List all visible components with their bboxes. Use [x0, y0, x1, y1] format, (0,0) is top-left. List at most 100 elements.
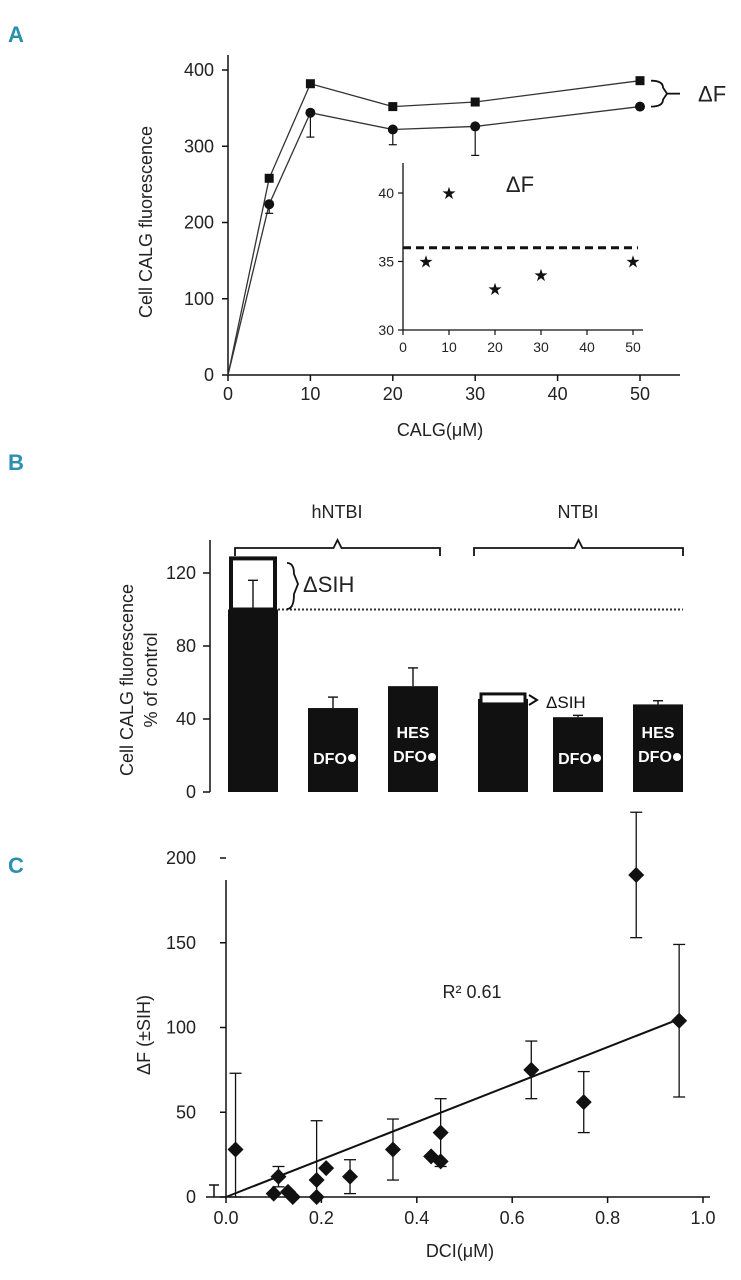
- a-x-tick-label: 20: [383, 384, 403, 404]
- b-delta-sih-small-box: [479, 692, 527, 706]
- a-point-circle: [305, 107, 316, 118]
- a-x-tick-label: 40: [548, 384, 568, 404]
- b-bar-label-dot: [348, 754, 356, 762]
- c-x-tick-label: 1.0: [690, 1208, 715, 1228]
- inset-x-tick-label: 0: [399, 339, 407, 355]
- b-bar: [388, 686, 438, 792]
- b-bar: [228, 609, 278, 792]
- a-y-tick-label: 300: [184, 136, 214, 156]
- c-point-diamond: [284, 1189, 301, 1205]
- c-point-diamond: [575, 1094, 592, 1111]
- a-point-circle: [387, 124, 398, 135]
- inset-x-tick-label: 10: [441, 339, 457, 355]
- c-x-axis-label: DCI(μM): [426, 1241, 494, 1261]
- c-x-tick-label: 0.6: [500, 1208, 525, 1228]
- c-x-tick-label: 0.8: [595, 1208, 620, 1228]
- inset-x-tick-label: 30: [533, 339, 549, 355]
- a-x-axis-label: CALG(μM): [397, 420, 483, 440]
- a-series-line-squares: [227, 80, 641, 376]
- a-series-line-circles: [227, 105, 641, 376]
- b-bar: [308, 708, 358, 792]
- b-delta-sih-small-arrow: [528, 694, 539, 706]
- b-y-tick-label: 80: [176, 636, 196, 656]
- inset-y-tick-label: 40: [378, 185, 394, 201]
- b-group-bracket-hntbi: [234, 537, 441, 556]
- c-r-squared: R² 0.61: [442, 982, 501, 1002]
- b-bar-label: DFO: [313, 751, 347, 768]
- a-point-circle: [264, 199, 275, 210]
- b-y-tick-label: 0: [186, 782, 196, 802]
- a-point-circle: [635, 101, 645, 112]
- b-y-tick-label: 120: [166, 563, 196, 583]
- b-bar-label-dot: [428, 753, 436, 761]
- c-point-diamond: [671, 1012, 688, 1029]
- b-y-tick-label: 40: [176, 709, 196, 729]
- c-x-tick-label: 0.4: [404, 1208, 429, 1228]
- c-point-diamond: [308, 1172, 325, 1189]
- c-y-tick-label: 200: [166, 848, 196, 868]
- inset-y-tick-label: 30: [378, 322, 394, 338]
- panel-c-chart: 0 50 100 150 200 0.0 0.2 0.4 0.6 0.8 1.0 DCI(μM) ΔF …: [134, 811, 716, 1261]
- inset-star-point: ★: [533, 266, 548, 286]
- c-point-diamond: [523, 1061, 540, 1078]
- c-point-diamond: [270, 1168, 287, 1185]
- b-y-axis-label-line: Cell CALG fluorescence: [117, 584, 137, 776]
- c-point-diamond: [265, 1185, 282, 1202]
- a-point-square: [635, 76, 645, 86]
- a-y-tick-label: 200: [184, 213, 214, 233]
- panel-b-chart: 0 40 80 120 Cell CALG fluorescence% of contr…: [117, 502, 684, 802]
- b-delta-sih-label: ΔSIH: [303, 572, 354, 597]
- c-y-tick-label: 50: [176, 1102, 196, 1122]
- b-group-label: hNTBI: [311, 502, 362, 522]
- b-bar: [633, 704, 683, 792]
- b-bar: [478, 698, 528, 792]
- a-delta-bracket: [650, 79, 669, 108]
- b-bar: [553, 717, 603, 792]
- c-point-diamond: [628, 866, 645, 883]
- b-bar-label: DFO: [558, 751, 592, 768]
- b-group-label: NTBI: [557, 502, 598, 522]
- b-delta-sih-bracket: [286, 562, 299, 610]
- inset-star-point: ★: [487, 280, 502, 300]
- a-y-tick-label: 100: [184, 289, 214, 309]
- c-point-diamond: [384, 1141, 401, 1158]
- b-delta-sih-small-label: ΔSIH: [546, 693, 586, 712]
- c-y-axis-label: ΔF (±SIH): [134, 995, 154, 1075]
- c-point-diamond: [308, 1189, 325, 1205]
- c-point-diamond: [342, 1168, 359, 1185]
- inset-title: ΔF: [506, 172, 534, 197]
- inset-x-tick-label: 40: [579, 339, 595, 355]
- c-regression-line: [225, 1018, 680, 1198]
- inset-star-point: ★: [418, 253, 433, 273]
- b-y-axis-label-line: % of control: [141, 632, 161, 727]
- a-point-circle: [470, 121, 481, 132]
- inset-y-tick-label: 35: [378, 254, 394, 270]
- c-point-diamond: [227, 1141, 244, 1158]
- inset-star-point: ★: [625, 253, 640, 273]
- a-y-axis-label: Cell CALG fluorescence: [136, 126, 156, 318]
- inset-x-tick-label: 20: [487, 339, 503, 355]
- a-x-tick-label: 50: [630, 384, 650, 404]
- a-x-tick-label: 0: [223, 384, 233, 404]
- c-x-tick-label: 0.0: [213, 1208, 238, 1228]
- inset-star-point: ★: [441, 184, 456, 204]
- b-bar-label: DFO: [393, 749, 427, 766]
- b-bar-label: HES: [642, 725, 675, 742]
- a-point-square: [264, 173, 274, 183]
- panel-letter-a: A: [8, 22, 24, 47]
- c-y-tick-label: 0: [186, 1187, 196, 1207]
- a-point-square: [388, 102, 398, 112]
- a-delta-f-label: ΔF: [698, 82, 726, 107]
- b-bar-label: HES: [397, 725, 430, 742]
- inset-x-tick-label: 50: [625, 339, 641, 355]
- c-y-tick-label: 100: [166, 1018, 196, 1038]
- c-point-diamond: [432, 1124, 449, 1141]
- b-bar-label: DFO: [638, 749, 672, 766]
- a-y-tick-label: 400: [184, 60, 214, 80]
- a-point-square: [470, 97, 480, 107]
- a-y-tick-label: 0: [204, 365, 214, 385]
- c-point-diamond: [318, 1160, 335, 1177]
- a-point-square: [305, 79, 315, 89]
- c-y-tick-label: 150: [166, 933, 196, 953]
